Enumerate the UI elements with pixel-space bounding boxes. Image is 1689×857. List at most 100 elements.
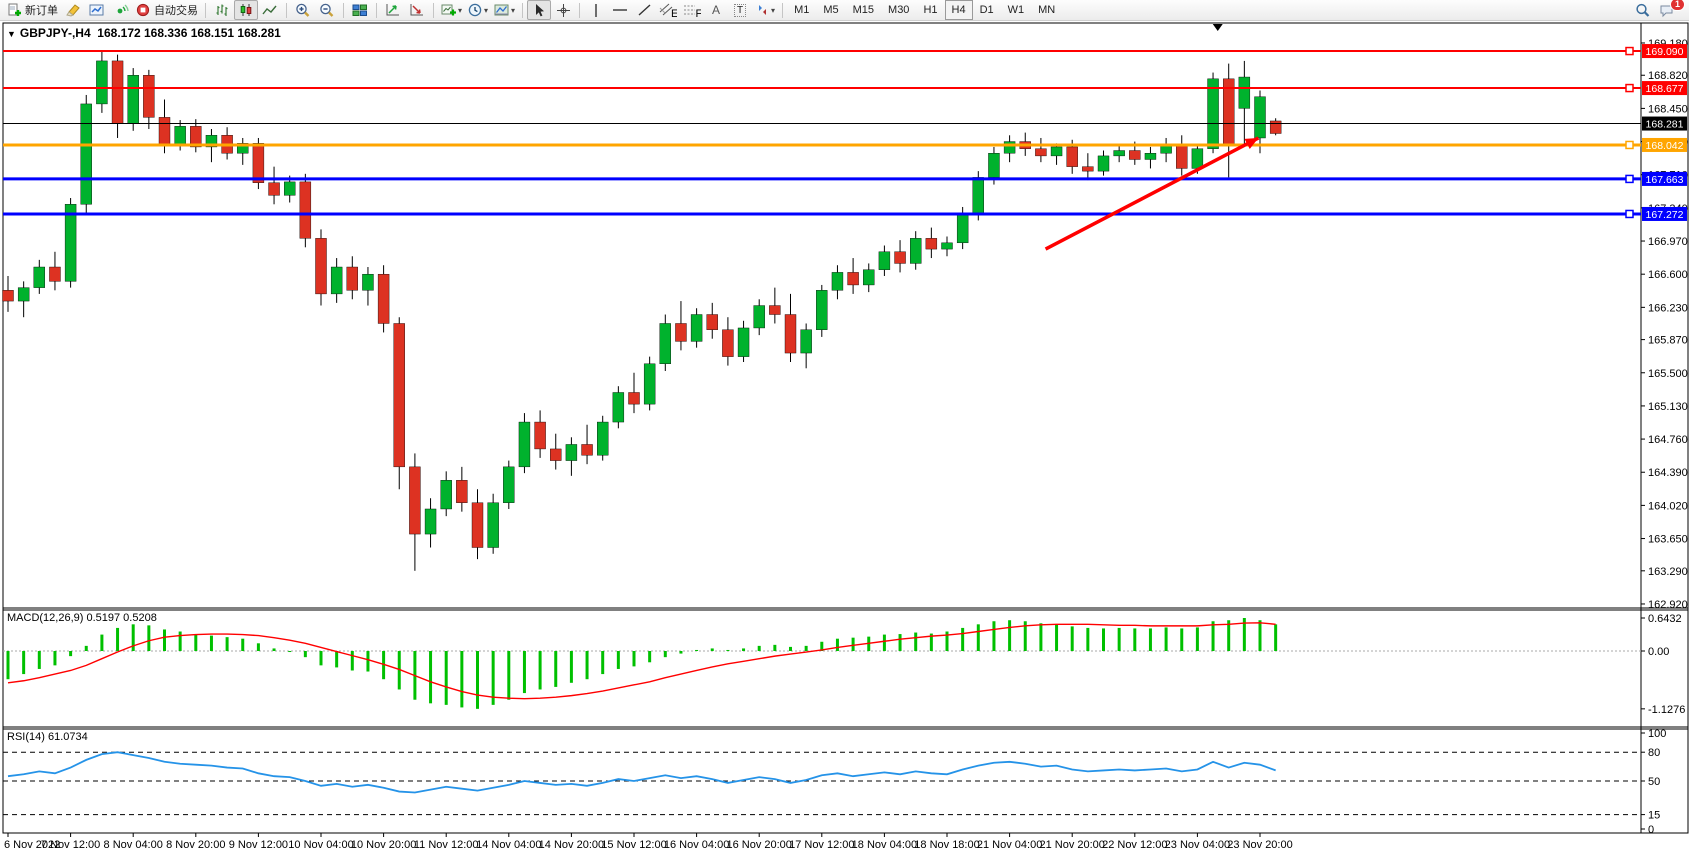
- triangle-marker[interactable]: [1212, 24, 1223, 31]
- candle: [643, 363, 656, 405]
- tf-M15[interactable]: M15: [852, 4, 875, 16]
- search-button[interactable]: [1631, 0, 1655, 20]
- timeframe-group: M1 M5 M15 M30 H1 H4 D1 W1 MN: [787, 0, 1062, 20]
- collapse-chart-toggle[interactable]: ▼: [7, 29, 16, 39]
- add-indicator-button[interactable]: ▾: [438, 0, 465, 20]
- fibonacci-tool-button[interactable]: F: [680, 0, 704, 20]
- candle: [690, 314, 703, 342]
- indicator-sell-arrow-button[interactable]: [405, 0, 429, 20]
- candle: [565, 444, 578, 461]
- chart-canvas[interactable]: 169.180168.820168.450168.080167.710167.3…: [0, 21, 1689, 857]
- templates-button[interactable]: ▾: [491, 0, 518, 20]
- time-tick-label: 9 Nov 12:00: [229, 839, 288, 851]
- tf-W1[interactable]: W1: [1007, 4, 1025, 16]
- chart-frame: [2, 22, 1689, 834]
- chart-window-icon: [89, 4, 104, 16]
- time-tick-label: 21 Nov 04:00: [977, 839, 1042, 851]
- price-badge: [1642, 81, 1687, 96]
- macd-axis-label: 0.6432: [1648, 613, 1682, 625]
- zoom-in-button[interactable]: [291, 0, 315, 20]
- time-tick-label: 16 Nov 04:00: [664, 839, 729, 851]
- candle: [64, 204, 77, 282]
- line-chart-mode-button[interactable]: [258, 0, 282, 20]
- price-badge-label: 168.281: [1646, 119, 1684, 131]
- rsi-axis-label: 15: [1648, 810, 1660, 822]
- candle: [409, 466, 421, 535]
- price-tick-label: 166.970: [1648, 236, 1688, 248]
- candle: [205, 135, 218, 148]
- equidistant-channel-tool-button[interactable]: E: [656, 0, 680, 20]
- candle: [1003, 141, 1016, 154]
- highlight-tool-button[interactable]: [61, 0, 85, 20]
- price-tick-label: 168.820: [1648, 70, 1688, 82]
- candle: [315, 238, 327, 295]
- line-handle[interactable]: [1625, 83, 1634, 93]
- new-order-button[interactable]: 新订单: [4, 0, 61, 20]
- price-tick-label: 166.230: [1648, 302, 1688, 314]
- candle: [49, 266, 61, 282]
- chart-window[interactable]: ▼ GBPJPY-,H4 168.172 168.336 168.151 168.…: [0, 21, 1689, 857]
- market-watch-button[interactable]: [85, 0, 109, 20]
- tf-M30[interactable]: M30: [888, 4, 910, 16]
- indicator-buy-arrow-button[interactable]: [381, 0, 405, 20]
- price-badge-label: 167.272: [1646, 209, 1684, 221]
- toolbar-separator: [286, 2, 287, 18]
- price-tick-label: 165.870: [1648, 335, 1688, 347]
- trend-arrow[interactable]: [1044, 136, 1260, 251]
- candles-layer: [2, 51, 1282, 571]
- time-tick-label: 11 Nov 12:00: [414, 839, 479, 851]
- candle: [550, 448, 562, 461]
- tf-H4[interactable]: H4: [944, 0, 973, 20]
- candle: [925, 238, 938, 250]
- candle: [456, 480, 468, 503]
- tf-H1[interactable]: H1: [923, 4, 938, 16]
- time-tick-label: 7 Nov 12:00: [41, 839, 100, 851]
- candlestick-mode-button[interactable]: [234, 0, 258, 20]
- vertical-line-tool-button[interactable]: [584, 0, 608, 20]
- zoom-out-button[interactable]: [315, 0, 339, 20]
- eraser-icon: [66, 4, 80, 17]
- line-handle[interactable]: [1625, 174, 1634, 184]
- macd-pane: 0.6432 0.00 -1.1276: [3, 613, 1685, 716]
- cursor-tool-button[interactable]: [527, 0, 552, 20]
- line-handle[interactable]: [1625, 209, 1634, 219]
- text-label-tool-button[interactable]: T: [728, 0, 752, 20]
- price-tick-label: 163.290: [1648, 566, 1688, 578]
- periods-button[interactable]: ▾: [465, 0, 491, 20]
- crosshair-tool-button[interactable]: [551, 0, 575, 20]
- arrows-tool-button[interactable]: ▾: [752, 0, 778, 20]
- main-toolbar: 新订单 自动交易 ▾ ▾: [0, 0, 1689, 21]
- text-tool-button[interactable]: A: [704, 0, 728, 20]
- candle: [2, 290, 14, 302]
- candle: [972, 177, 984, 214]
- price-badge-label: 168.042: [1646, 140, 1684, 152]
- candle: [753, 305, 765, 329]
- candle: [769, 305, 781, 315]
- candle: [143, 75, 155, 118]
- tf-MN[interactable]: MN: [1038, 4, 1056, 16]
- toolbar-separator: [205, 2, 206, 18]
- tile-windows-button[interactable]: [348, 0, 372, 20]
- price-badge: [1642, 137, 1687, 152]
- candle: [784, 314, 797, 354]
- tile-windows-icon: [352, 4, 367, 16]
- dropdown-caret: ▾: [484, 5, 489, 15]
- candle: [362, 273, 374, 291]
- signal-button[interactable]: [109, 0, 133, 20]
- new-order-label: 新订单: [25, 5, 58, 17]
- line-handle[interactable]: [1625, 46, 1634, 56]
- tf-M5[interactable]: M5: [823, 4, 839, 16]
- auto-trading-button[interactable]: 自动交易: [133, 0, 201, 20]
- rsi-axis-label: 100: [1648, 728, 1666, 740]
- price-tick-label: 162.920: [1648, 599, 1688, 611]
- tf-M1[interactable]: M1: [794, 4, 810, 16]
- tf-D1[interactable]: D1: [979, 4, 994, 16]
- line-handle[interactable]: [1625, 140, 1634, 150]
- notifications-button[interactable]: 1: [1655, 0, 1685, 20]
- bar-chart-mode-button[interactable]: [210, 0, 234, 20]
- candle: [237, 143, 249, 154]
- horizontal-line-tool-button[interactable]: [608, 0, 632, 20]
- trendline-tool-button[interactable]: [632, 0, 656, 20]
- candle: [440, 480, 452, 510]
- price-tick-label: 166.600: [1648, 269, 1688, 281]
